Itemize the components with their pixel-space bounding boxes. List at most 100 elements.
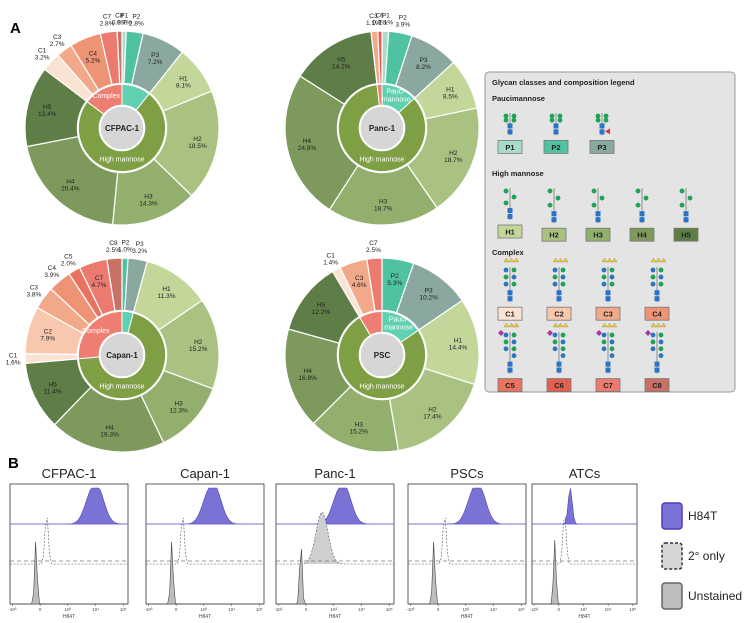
legend-swatch-label: C2 [554, 310, 564, 319]
slice-c7 [366, 257, 383, 312]
axis-tick-label: 10⁴ [358, 607, 365, 612]
flow-legend-swatch [661, 582, 683, 610]
pie-center [98, 331, 146, 379]
slice-label-p1: P1 0.7% [117, 13, 132, 27]
flow-legend: H84T 2° only Unstained [661, 502, 742, 610]
axis-tick-label: 0 [39, 607, 42, 612]
slice-label-h2: H2 17.4% [423, 406, 442, 420]
slice-label-c3: C3 3.8% [26, 284, 41, 298]
slice-label-h2: H2 18.5% [188, 136, 207, 150]
glycan-structure-icon-c7 [596, 322, 618, 374]
flow-panel-atcs: ATCs -10³ 0 10³ 10⁴ 10⁵ H84T [530, 466, 638, 620]
glycan-structure-icon-c6 [547, 322, 569, 374]
flow-plot-frame [531, 483, 638, 605]
legend-swatch-c3 [595, 306, 621, 321]
histogram-unstained [276, 549, 394, 605]
histogram-unstained [10, 541, 128, 605]
pie-center-label: PSC [374, 351, 391, 360]
axis-tick-label: 10³ [580, 607, 587, 612]
legend-swatch-label: H5 [681, 231, 691, 240]
pie-center-label: Panc-1 [369, 124, 396, 133]
glycan-structure-icon-h3 [591, 188, 605, 224]
legend-swatch-c4 [644, 306, 670, 321]
axis-tick-label: 10⁴ [92, 607, 99, 612]
slice-label-h2: H2 15.2% [189, 339, 208, 353]
glycan-structure-icon-h5 [679, 188, 693, 224]
class-label-high-mannose: High mannose [359, 156, 404, 163]
histogram-secondary-only [408, 517, 526, 565]
legend-heading-1: High mannose [492, 169, 544, 178]
x-axis-label: H84T [461, 614, 473, 620]
histogram-secondary-only [146, 517, 264, 565]
sunburst-charts: P1 0.7%P2 2.8% P3 7.2% H1 8.1% H2 18.5% H3 14.3% H4… [6, 13, 480, 453]
legend-swatch-p2 [543, 139, 569, 154]
legend-swatch-h5 [673, 227, 699, 242]
slice-label-h3: H3 15.2% [350, 422, 369, 436]
x-axis-label: H84T [329, 614, 341, 620]
flow-legend-swatch [661, 542, 683, 570]
histogram-unstained [532, 540, 637, 605]
slice-label-c4: C4 5.2% [85, 50, 100, 64]
legend-swatch-p1 [497, 139, 523, 154]
histogram-secondary-only [532, 516, 637, 565]
class-label-minor: Pauci-mannose [384, 317, 413, 332]
legend-heading-2: Complex [492, 248, 525, 257]
glycan-legend: Glycan classes and composition legend Pau… [484, 71, 736, 393]
legend-swatch-label: P1 [505, 143, 514, 152]
flow-panel-capan-1: Capan-1 -10³ 0 10³ 10⁴ 10⁵ H84T [144, 466, 265, 620]
slice-label-h5: H5 11.4% [44, 382, 62, 396]
pie-center [358, 104, 406, 152]
slice-label-c3: C3 2.7% [50, 34, 65, 48]
axis-tick-label: 0 [437, 607, 440, 612]
glycan-structure-icon-c5 [498, 322, 520, 374]
legend-swatch-c7 [595, 378, 621, 393]
legend-swatch-h4 [629, 227, 655, 242]
slice-label-h4: H4 20.4% [61, 178, 80, 192]
legend-swatch-label: H2 [549, 231, 559, 240]
slice-label-c6: C6 0.7% [372, 13, 387, 27]
flow-plot-frame [9, 483, 129, 605]
glycan-structure-icon-p2 [549, 113, 563, 136]
slice-label-c7: C7 4.7% [92, 275, 107, 289]
legend-swatch-label: C3 [603, 310, 613, 319]
slice-label-c2: C2 7.9% [40, 329, 55, 343]
flow-panel-pscs: PSCs -10³ 0 10³ 10⁴ 10⁵ H84T [406, 466, 527, 620]
pie-center [358, 331, 406, 379]
slice-label-c4: C4 3.9% [44, 265, 59, 279]
panel-label-b: B [8, 455, 19, 472]
slice-label-p2: P2 1.0% [118, 240, 133, 254]
axis-tick-label: 0 [558, 607, 561, 612]
slice-c6 [377, 30, 383, 85]
slice-label-p3: P3 7.2% [148, 52, 163, 66]
slice-label-p3: P3 3.2% [132, 241, 147, 255]
legend-swatch-label: C7 [603, 381, 613, 390]
flow-panel-title: ATCs [569, 466, 601, 481]
axis-tick-label: -10³ [274, 607, 283, 612]
glycan-structure-icon-h2 [547, 188, 561, 224]
legend-swatch-c8 [644, 378, 670, 393]
slice-label-c1: C1 3.2% [35, 47, 50, 61]
slice-label-c3: C3 1.1% [366, 13, 381, 27]
slice-label-p3: P3 8.2% [416, 57, 431, 71]
axis-tick-label: 10⁵ [256, 607, 263, 612]
slice-label-c7: C7 2.8% [100, 14, 115, 28]
legend-swatch-h2 [541, 227, 567, 242]
legend-swatch-label: C4 [652, 310, 662, 319]
flow-panel-cfpac-1: CFPAC-1 -10³ 0 10³ 10⁴ 10⁵ H84T [8, 466, 129, 620]
legend-swatch-label: C8 [652, 381, 662, 390]
axis-tick-label: -10³ [530, 607, 539, 612]
axis-tick-label: 10⁵ [518, 607, 525, 612]
slice-label-h4: H4 19.3% [100, 424, 119, 438]
pie-center-label: Capan-1 [106, 351, 138, 360]
legend-swatch-h1 [497, 224, 523, 239]
slice-label-h2: H2 18.7% [444, 150, 463, 164]
axis-tick-label: 10⁵ [120, 607, 127, 612]
axis-tick-label: 10³ [331, 607, 338, 612]
pie-panc-1: P1 1.1%P2 3.9% P3 8.2% H1 8.5% H2 18.7% H3 18.7% H4… [284, 13, 480, 226]
axis-tick-label: 10⁴ [605, 607, 612, 612]
legend-swatch-label: H1 [505, 228, 515, 237]
flow-panel-title: PSCs [450, 466, 484, 481]
class-label-minor: Complex [82, 328, 110, 335]
flow-legend-label: 2° only [688, 549, 725, 563]
panel-label-a: A [10, 20, 21, 37]
